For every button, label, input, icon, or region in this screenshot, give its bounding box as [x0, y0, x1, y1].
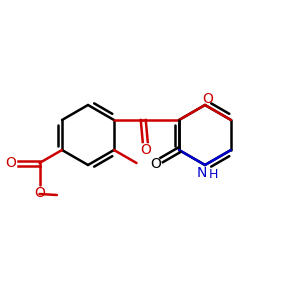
Text: O: O — [202, 92, 213, 106]
Text: H: H — [208, 169, 218, 182]
Text: O: O — [34, 186, 45, 200]
Text: N: N — [197, 166, 207, 180]
Text: O: O — [5, 156, 16, 170]
Text: O: O — [150, 157, 161, 170]
Text: O: O — [140, 143, 151, 157]
